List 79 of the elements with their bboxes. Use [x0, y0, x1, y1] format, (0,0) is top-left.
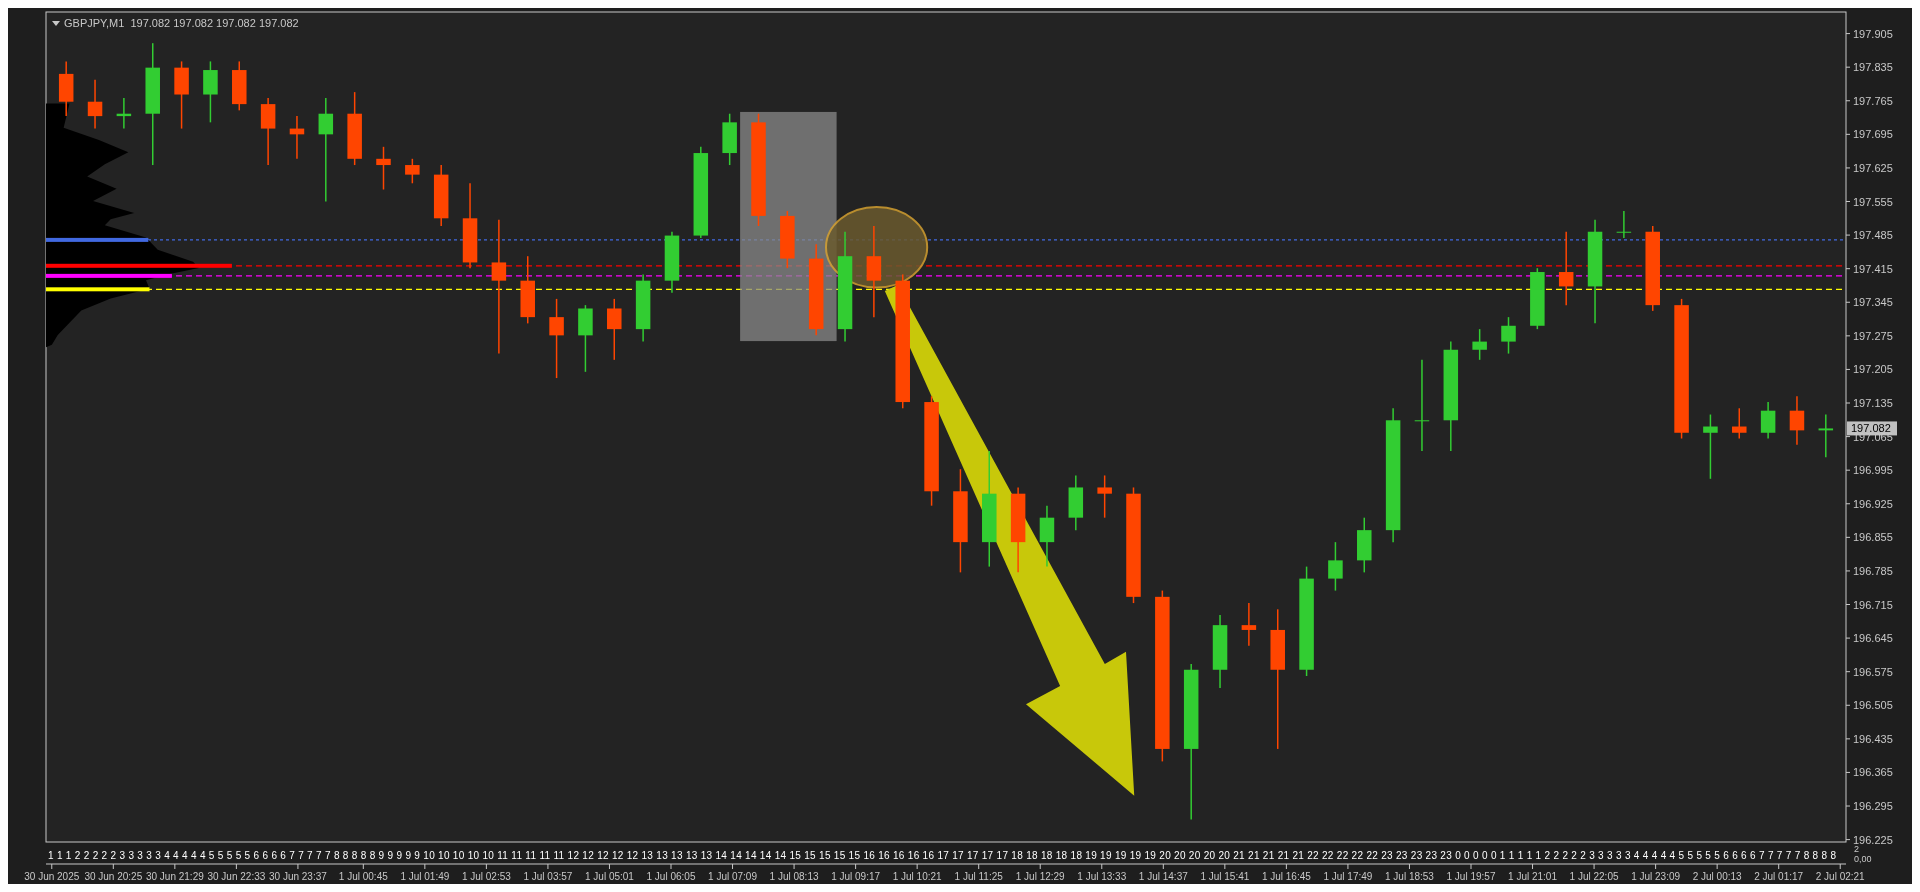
x-tick-label: 1 Jul 15:41	[1200, 871, 1250, 882]
candlestick	[1760, 401, 1776, 440]
y-tick-label: 197.415	[1853, 262, 1893, 275]
x-tick-label: 1 Jul 09:17	[831, 871, 881, 882]
x-tick-label: 1 Jul 13:33	[1077, 871, 1127, 882]
y-tick-label: 196.505	[1853, 699, 1893, 712]
candlestick	[405, 158, 420, 185]
candlestick	[549, 298, 564, 379]
x-tick-label: 1 Jul 05:01	[584, 871, 635, 882]
y-tick-label: 197.905	[1853, 27, 1893, 40]
x-tick-label: 30 Jun 20:25	[84, 871, 143, 882]
x-tick-label: 1 Jul 00:45	[338, 871, 389, 882]
text: 0,00	[1854, 854, 1872, 864]
y-tick-label: 197.345	[1853, 296, 1893, 309]
x-tick-label: 1 Jul 23:09	[1631, 871, 1681, 882]
y-tick-label: 196.365	[1853, 766, 1893, 779]
candlestick	[607, 298, 622, 361]
y-tick-label: 196.225	[1853, 833, 1893, 846]
x-tick-label: 1 Jul 12:29	[1015, 871, 1066, 882]
candlestick	[1501, 316, 1516, 355]
text: 2	[1854, 844, 1860, 854]
y-tick-label: 196.645	[1853, 632, 1893, 645]
x-tick-label: 2 Jul 00:13	[1692, 871, 1743, 882]
y-tick-label: 197.135	[1853, 397, 1893, 410]
y-tick-label: 196.925	[1853, 497, 1893, 510]
x-tick-label: 30 Jun 23:37	[269, 871, 328, 882]
candlestick	[376, 146, 391, 191]
candlestick	[1097, 474, 1112, 519]
x-tick-label: 2 Jul 02:21	[1815, 871, 1866, 882]
y-tick-label: 197.625	[1853, 161, 1893, 174]
x-tick-label: 1 Jul 17:49	[1323, 871, 1373, 882]
candlestick	[1616, 210, 1632, 239]
y-tick-label: 197.485	[1853, 229, 1893, 242]
x-tick-label: 1 Jul 21:01	[1508, 871, 1558, 882]
candlestick	[318, 97, 334, 203]
x-tick-label: 1 Jul 22:05	[1569, 871, 1619, 882]
x-tick-label: 1 Jul 19:57	[1446, 871, 1496, 882]
y-tick-label: 196.715	[1853, 598, 1893, 611]
y-tick-label: 197.695	[1853, 128, 1893, 141]
candlestick	[1558, 230, 1574, 306]
candlestick	[1703, 413, 1718, 480]
y-tick-label: 196.785	[1853, 564, 1893, 577]
x-tick-label: 1 Jul 03:57	[523, 871, 573, 882]
candlestick	[1472, 328, 1487, 361]
y-tick-label: 196.995	[1853, 464, 1893, 477]
x-tick-label: 1 Jul 02:53	[461, 871, 512, 882]
y-tick-label: 196.575	[1853, 665, 1893, 678]
candlestick	[1414, 359, 1430, 452]
x-tick-label: 1 Jul 16:45	[1261, 871, 1312, 882]
text: GBPJPY,M1 197.082 197.082 197.082 197.082	[64, 17, 299, 29]
y-tick-label: 197.275	[1853, 329, 1893, 342]
x-tick-label: 1 Jul 07:09	[708, 871, 758, 882]
x-tick-label: 30 Jun 22:33	[207, 871, 266, 882]
x-tick-label: 1 Jul 18:53	[1384, 871, 1435, 882]
y-tick-label: 196.295	[1853, 800, 1893, 813]
x-tick-label: 1 Jul 01:49	[400, 871, 450, 882]
x-tick-label: 1 Jul 11:25	[954, 871, 1004, 882]
candlestick	[1732, 407, 1747, 440]
candlestick	[1241, 602, 1257, 647]
y-tick-label: 196.435	[1853, 732, 1893, 745]
y-tick-label: 197.205	[1853, 363, 1893, 376]
text: 1 1 1 2 2 2 2 2 3 3 3 3 3 4 4 4 4 4 5 5 5 5 5 6 6 6 6 7 7 7 7 7 8 8 8 8 8 9 9 9 9 9 10 10 10 10 10 11 11 11 11 11 12 12 12 12 12 13 13 13 13 13 14 14 14 14 14 15 15 15 15 15 16 16 16 16 16 17 17 17 17 17 18 18 18 18 18 19 19 19 19 19 20 20 20 20 20 21 21 21 21 21 22 22 22 22 22 23 23 23 23 23 0 0 0 0 0 1 1 1 1 1 2 2 2 2 2 3 3 3 3 3 4 4 4 4 4 5 5 5 5 5 6 6 6 6 7 7 7 7 7 8 8 8 8	[48, 850, 1837, 861]
text: 197.082	[1851, 422, 1891, 435]
candlestick	[87, 78, 103, 130]
candlestick	[1818, 413, 1834, 458]
x-tick-label: 30 Jun 2025	[24, 871, 80, 882]
candlestick	[1328, 541, 1343, 592]
x-tick-label: 2 Jul 01:17	[1754, 871, 1804, 882]
x-tick-label: 1 Jul 08:13	[769, 871, 819, 882]
y-tick-label: 197.765	[1853, 94, 1893, 107]
x-tick-label: 1 Jul 06:05	[646, 871, 696, 882]
candlestick	[1789, 395, 1805, 446]
candlestick	[491, 218, 507, 355]
y-tick-label: 197.555	[1853, 195, 1893, 208]
x-tick-label: 1 Jul 10:21	[892, 871, 943, 882]
y-tick-label: 196.855	[1853, 531, 1893, 544]
x-tick-label: 30 Jun 21:29	[145, 871, 205, 882]
y-tick-label: 197.835	[1853, 61, 1893, 74]
x-tick-label: 1 Jul 14:37	[1138, 871, 1189, 882]
